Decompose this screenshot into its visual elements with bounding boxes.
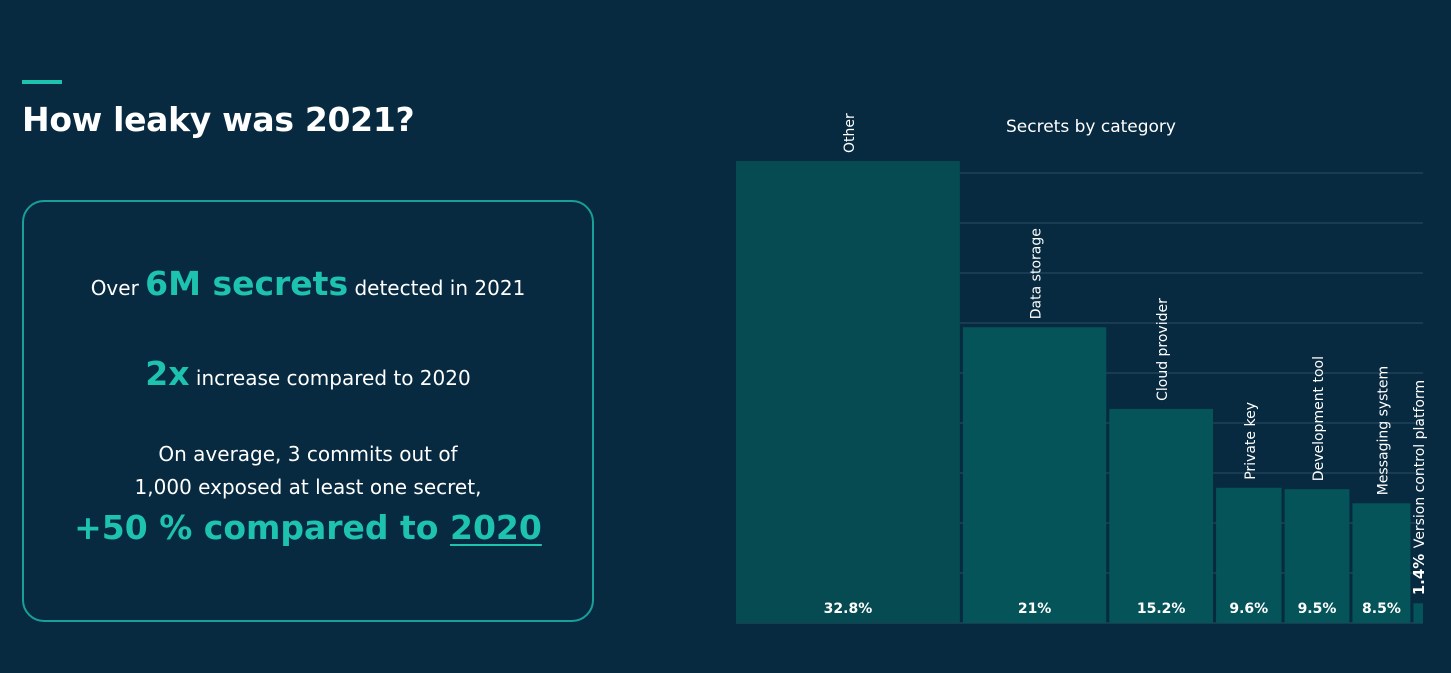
chart-labels: 32.8% Other 21% Data storage 15.2% Cloud prov…	[824, 113, 1429, 617]
category-label-1: Data storage	[1029, 228, 1045, 319]
value-label-5: 8.5%	[1362, 601, 1401, 617]
value-label-2: 15.2%	[1137, 601, 1186, 617]
category-label-5: Messaging system	[1375, 366, 1391, 495]
stat-commits: On average, 3 commits out of 1,000 expos…	[24, 438, 592, 504]
stats-card: Over 6M secrets detected in 2021 2x incr…	[22, 200, 594, 622]
stat-secrets-detected: Over 6M secrets detected in 2021	[24, 264, 592, 303]
stat-increase-highlight: 2x	[145, 354, 190, 393]
bar-2	[1109, 408, 1214, 623]
category-label-6: Version control platform	[1412, 380, 1428, 548]
stat-secrets-highlight: 6M secrets	[145, 264, 349, 303]
stat-secrets-suffix: detected in 2021	[354, 276, 526, 300]
category-label-2: Cloud provider	[1155, 298, 1171, 401]
stat-comparison-link[interactable]: 2020	[449, 508, 542, 547]
category-label-0: Other	[842, 113, 858, 153]
value-label-4: 9.5%	[1298, 601, 1337, 617]
category-label-4: Development tool	[1311, 356, 1327, 481]
bar-0	[736, 161, 960, 623]
category-label-3: Private key	[1243, 402, 1259, 480]
stat-increase-suffix: increase compared to 2020	[195, 366, 471, 390]
title-accent-line	[22, 80, 62, 84]
chart-title: Secrets by category	[1006, 117, 1176, 137]
stat-commits-line-1: On average, 3 commits out of	[158, 442, 458, 466]
value-label-0: 32.8%	[824, 601, 873, 617]
chart-bars	[736, 161, 1423, 623]
stat-comparison-prefix: +50 % compared to	[74, 508, 439, 547]
stat-secrets-prefix: Over	[90, 276, 139, 300]
value-label-1: 21%	[1018, 601, 1052, 617]
stat-comparison: +50 % compared to 2020	[24, 508, 592, 547]
bar-1	[962, 327, 1107, 623]
bar-5	[1352, 503, 1411, 623]
value-label-3: 9.6%	[1229, 601, 1268, 617]
bar-3	[1216, 487, 1282, 623]
value-label-6: 1.4%	[1410, 554, 1428, 596]
bar-6	[1413, 603, 1423, 623]
bar-4	[1284, 489, 1350, 623]
page-title: How leaky was 2021?	[22, 100, 415, 139]
stat-increase: 2x increase compared to 2020	[24, 354, 592, 393]
stat-commits-line-2: 1,000 exposed at least one secret,	[134, 475, 482, 499]
